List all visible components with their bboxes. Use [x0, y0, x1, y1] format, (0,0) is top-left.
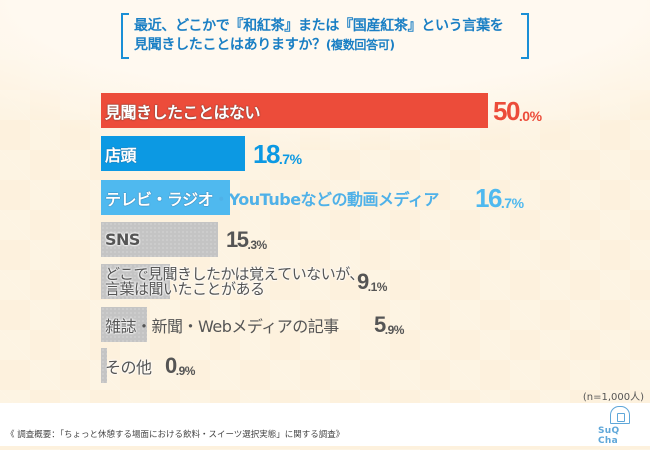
- chart-title-box: 最近、どこかで『和紅茶』または『国産紅茶』という言葉を 見聞きしたことはあります…: [121, 13, 529, 59]
- bar-value: 50.0%: [493, 96, 542, 126]
- bar-row-other: その他 0.9%: [101, 348, 301, 383]
- bar-label: その他: [105, 357, 152, 377]
- brand-logo: SuQ Cha: [598, 406, 642, 446]
- bar-label: どこで見聞きしたかは覚えていないが、 言葉は聞いたことがある: [105, 264, 364, 298]
- bar-label: 店頭: [105, 145, 137, 165]
- bar-label: 雑誌 ・新聞・Webメディアの記事: [105, 316, 339, 336]
- bar-row-heard-somewhere: どこで見聞きしたかは覚えていないが、 言葉は聞いたことがある 9.1%: [101, 264, 401, 299]
- survey-details: 《 調査概要：「ちょっと休憩する場面における飲料・スイーツ選択実態」に関する調査…: [6, 430, 345, 440]
- bar-value: 9.1%: [357, 269, 387, 294]
- bar-row-print-web: 雑誌 ・新聞・Webメディアの記事 5.9%: [101, 307, 404, 342]
- bar-never-heard: [101, 93, 488, 128]
- bar-row-sns: SNS 15.3%: [101, 222, 301, 257]
- bar-row-never-heard: 見聞きしたことはない 50.0%: [101, 93, 561, 128]
- sample-size-note: (n=1,000人): [582, 392, 644, 403]
- bar-label: 見聞きしたことはない: [105, 102, 261, 122]
- survey-footer: 《 調査概要：「ちょっと休憩する場面における飲料・スイーツ選択実態」に関する調査…: [0, 403, 650, 449]
- bar-value: 16.7%: [475, 183, 524, 213]
- chart-title: 最近、どこかで『和紅茶』または『国産紅茶』という言葉を 見聞きしたことはあります…: [134, 18, 504, 53]
- bar-label: テレビ・ラジオ ・YouTubeなどの動画メディア: [105, 189, 439, 209]
- bar-row-video-media: テレビ・ラジオ ・YouTubeなどの動画メディア 16.7%: [101, 180, 561, 215]
- bar-label: SNS: [105, 230, 140, 249]
- tea-cup-icon: [610, 406, 630, 424]
- bar-value: 0.9%: [165, 353, 195, 378]
- bar-print-web: [101, 307, 147, 342]
- bar-storefront: [101, 136, 245, 171]
- bar-value: 18.7%: [253, 139, 302, 169]
- bar-heard-somewhere: [101, 264, 170, 299]
- bar-other: [101, 348, 107, 383]
- bar-sns: [101, 222, 218, 257]
- bar-value: 15.3%: [226, 227, 267, 252]
- bar-video-media: [101, 180, 230, 215]
- bar-value: 5.9%: [374, 312, 404, 337]
- bar-row-storefront: 店頭 18.7%: [101, 136, 401, 171]
